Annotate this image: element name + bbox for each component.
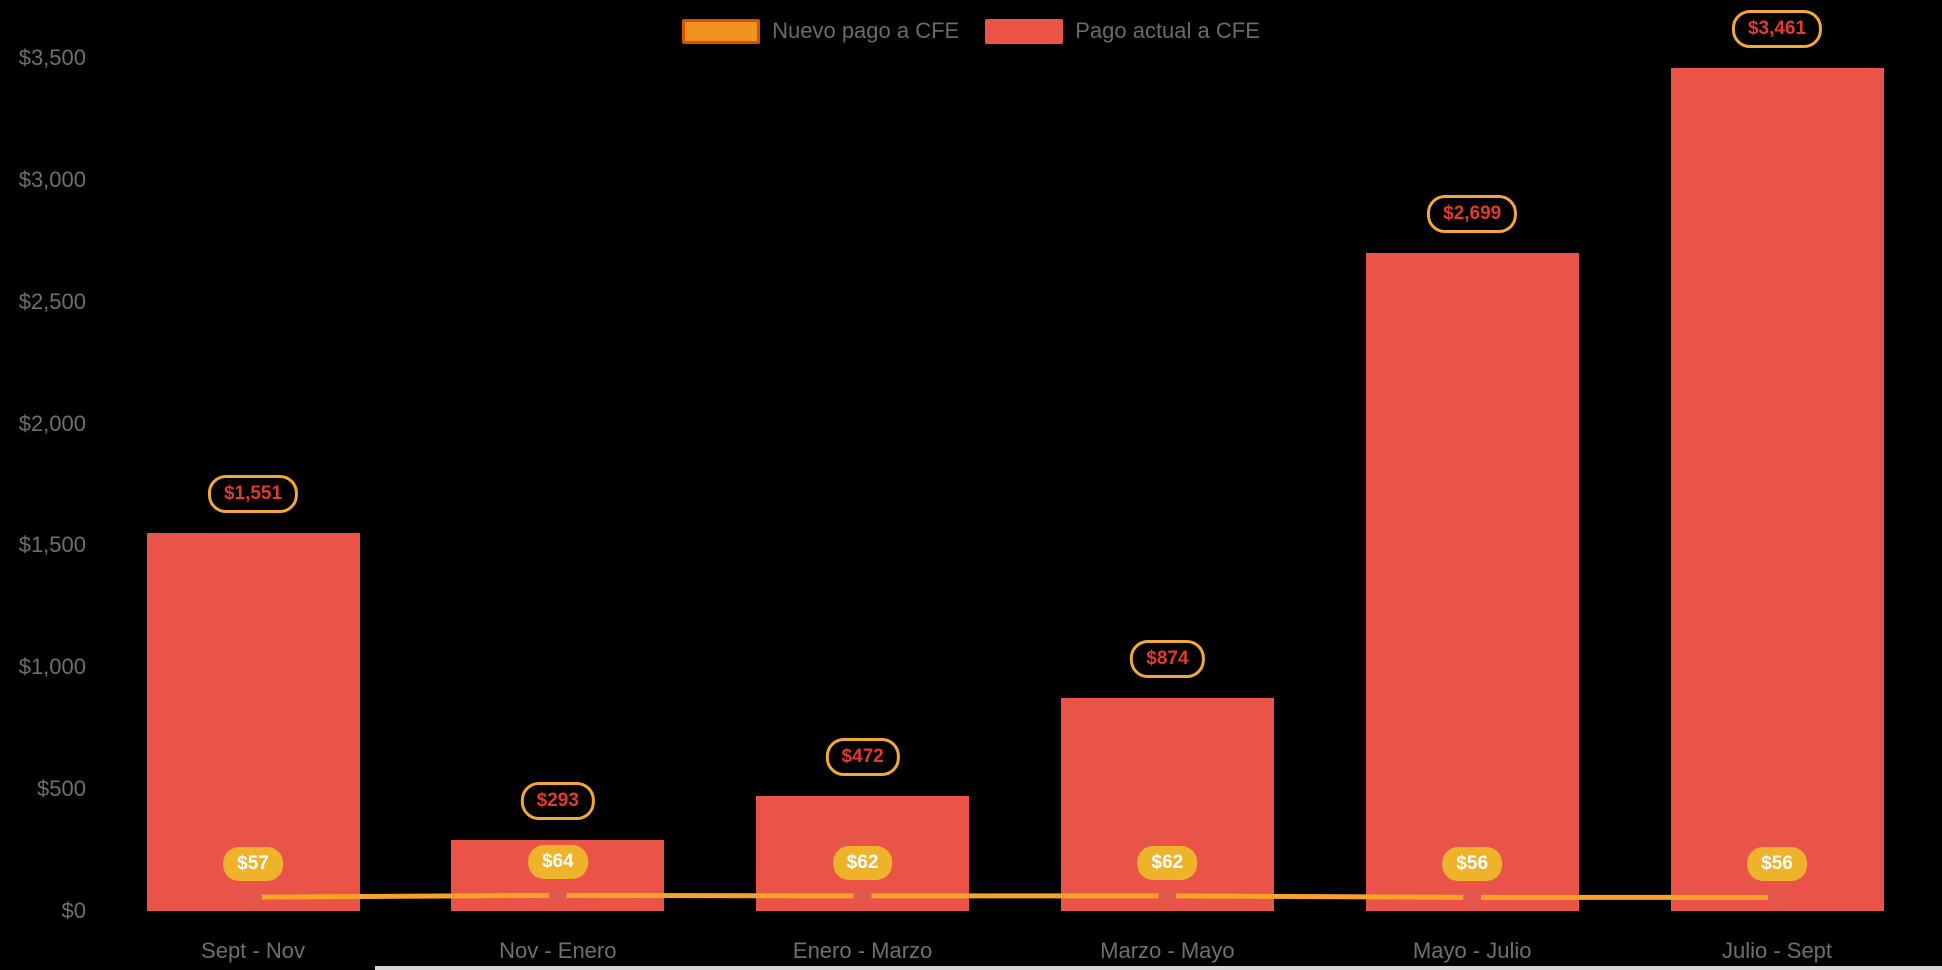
legend-item-nuevo-pago-a-cfe[interactable]: Nuevo pago a CFE xyxy=(682,18,959,44)
bar-pago-actual[interactable] xyxy=(1365,253,1579,911)
y-axis-tick-label: $2,000 xyxy=(18,410,86,436)
legend-swatch-bar-series xyxy=(985,18,1064,44)
line-value-badge: $56 xyxy=(1747,847,1807,882)
legend: Nuevo pago a CFE Pago actual a CFE xyxy=(0,18,1942,44)
legend-label-pago-actual: Pago actual a CFE xyxy=(1075,18,1260,43)
bottom-edge-strip xyxy=(375,966,1942,970)
bar-value-badge: $2,699 xyxy=(1427,195,1518,234)
x-axis-category-label: Marzo - Mayo xyxy=(1100,938,1235,963)
bar-value-badge: $472 xyxy=(825,737,900,776)
bar-pago-actual[interactable] xyxy=(1670,67,1884,911)
line-value-badge: $57 xyxy=(223,847,283,882)
line-value-badge: $62 xyxy=(832,845,893,880)
y-axis-tick-label: $0 xyxy=(61,898,86,923)
bar-value-badge: $874 xyxy=(1130,640,1205,678)
legend-label-nuevo-pago: Nuevo pago a CFE xyxy=(772,18,960,43)
x-axis-category-label: Nov - Enero xyxy=(499,938,617,963)
line-value-badge: $56 xyxy=(1442,847,1503,882)
line-value-badge: $64 xyxy=(527,845,588,880)
y-axis-tick-label: $1,000 xyxy=(18,654,86,680)
line-value-badge: $62 xyxy=(1137,845,1198,880)
y-axis-tick-label: $2,500 xyxy=(18,288,86,314)
bar-value-badge: $3,461 xyxy=(1731,9,1823,48)
y-axis-tick-label: $3,500 xyxy=(18,45,86,70)
y-axis-tick-label: $3,000 xyxy=(18,166,86,192)
bar-value-badge: $1,551 xyxy=(207,475,299,513)
legend-swatch-line-series xyxy=(682,18,761,44)
y-axis-tick-label: $500 xyxy=(37,776,86,802)
x-axis-category-label: Enero - Marzo xyxy=(792,938,933,963)
x-axis-category-label: Julio - Sept xyxy=(1721,938,1833,963)
legend-item-pago-actual-a-cfe[interactable]: Pago actual a CFE xyxy=(985,18,1260,44)
y-axis-tick-label: $1,500 xyxy=(18,532,86,558)
x-axis-category-label: Mayo - Julio xyxy=(1412,938,1532,963)
x-axis-category-label: Sept - Nov xyxy=(201,938,305,963)
bar-value-badge: $293 xyxy=(520,781,595,820)
